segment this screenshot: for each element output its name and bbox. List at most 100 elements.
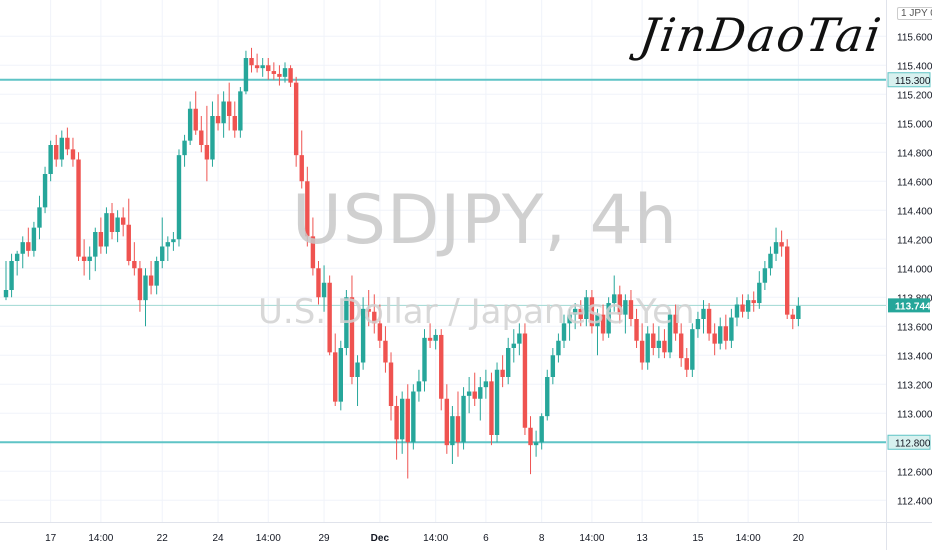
- candle-down: [444, 398, 450, 446]
- time-tick-label: 24: [212, 533, 224, 544]
- candle-up: [355, 362, 360, 377]
- candle-down: [26, 242, 31, 251]
- candle-down: [651, 333, 656, 348]
- candle-down: [293, 82, 299, 156]
- candle-down: [678, 333, 684, 359]
- candle-down: [706, 308, 712, 334]
- candle-up: [171, 239, 176, 243]
- price-tick-label: 115.000: [897, 119, 932, 130]
- candle-down: [193, 108, 198, 131]
- candle-down: [372, 311, 377, 324]
- level-price-label: 115.300: [895, 76, 931, 87]
- candle-down: [249, 58, 254, 66]
- candle-down: [600, 314, 606, 334]
- candle-down: [439, 334, 444, 399]
- level-price-label: 112.800: [895, 438, 931, 449]
- candle-up: [545, 377, 550, 417]
- candle-up: [701, 308, 706, 319]
- candle-down: [310, 236, 316, 269]
- time-tick-label: 22: [157, 533, 169, 544]
- currency-label[interactable]: 1 JPY 0: [897, 7, 932, 20]
- candle-up: [734, 304, 740, 318]
- candle-down: [54, 145, 59, 160]
- candle-down: [299, 155, 304, 182]
- candle-up: [645, 333, 650, 363]
- candle-up: [690, 329, 695, 370]
- candle-up: [433, 334, 438, 341]
- candle-down: [333, 352, 338, 402]
- candle-up: [729, 317, 734, 341]
- candle-down: [81, 256, 87, 261]
- candle-up: [623, 300, 628, 315]
- candle-down: [388, 362, 394, 406]
- price-tick-label: 115.400: [897, 61, 932, 72]
- candle-down: [489, 381, 494, 435]
- candle-up: [210, 116, 215, 160]
- candle-up: [321, 282, 327, 298]
- candle-down: [684, 358, 689, 370]
- candle-down: [271, 71, 277, 74]
- candle-up: [656, 340, 662, 348]
- candle-down: [305, 181, 310, 237]
- candle-up: [282, 68, 288, 77]
- candle-up: [37, 207, 42, 228]
- candle-down: [288, 68, 293, 83]
- time-tick-label: 6: [483, 533, 489, 544]
- candle-up: [104, 213, 109, 247]
- candle-down: [215, 116, 221, 124]
- candle-up: [31, 227, 37, 251]
- candle-up: [667, 314, 673, 353]
- candle-up: [176, 155, 182, 240]
- candle-up: [745, 300, 751, 312]
- candle-down: [522, 333, 528, 428]
- candle-up: [450, 416, 455, 446]
- candle-up: [115, 217, 120, 232]
- candle-down: [712, 333, 717, 344]
- candle-up: [59, 137, 64, 160]
- time-tick-label: 15: [692, 533, 704, 544]
- candle-down: [199, 130, 204, 145]
- candle-up: [411, 391, 416, 443]
- time-tick-label: 14:00: [256, 533, 281, 544]
- candle-up: [533, 442, 539, 446]
- candle-up: [165, 242, 171, 247]
- candle-up: [506, 348, 511, 377]
- candle-up: [416, 381, 422, 392]
- candle-down: [751, 300, 756, 304]
- candle-up: [550, 355, 556, 377]
- candle-down: [137, 268, 143, 301]
- candle-up: [243, 58, 249, 92]
- price-tick-label: 115.200: [897, 90, 932, 101]
- candle-up: [87, 256, 92, 261]
- candle-down: [673, 314, 678, 334]
- candle-down: [779, 242, 784, 247]
- candle-down: [578, 308, 583, 319]
- candle-up: [757, 282, 762, 304]
- price-tick-label: 113.000: [897, 409, 932, 420]
- candle-up: [539, 416, 544, 443]
- candle-up: [160, 246, 165, 261]
- candle-up: [561, 323, 567, 341]
- candle-up: [143, 275, 148, 301]
- candle-up: [612, 294, 617, 304]
- candle-down: [76, 159, 81, 257]
- price-tick-label: 112.600: [897, 467, 932, 478]
- candle-down: [528, 427, 533, 446]
- candle-down: [227, 101, 232, 116]
- time-tick-label: Dec: [371, 533, 390, 544]
- candle-down: [383, 340, 388, 363]
- candle-down: [366, 308, 371, 312]
- candle-down: [394, 406, 399, 440]
- time-tick-label: 29: [318, 533, 330, 544]
- time-tick-label: 14:00: [579, 533, 604, 544]
- candle-down: [589, 297, 595, 327]
- candle-up: [93, 232, 98, 257]
- price-tick-label: 115.600: [897, 32, 932, 43]
- price-tick-label: 113.400: [897, 351, 932, 362]
- last-price-label: 113.744: [895, 301, 931, 312]
- candle-down: [617, 294, 622, 315]
- candle-up: [773, 242, 779, 254]
- price-tick-label: 114.600: [897, 177, 932, 188]
- candle-down: [232, 116, 237, 131]
